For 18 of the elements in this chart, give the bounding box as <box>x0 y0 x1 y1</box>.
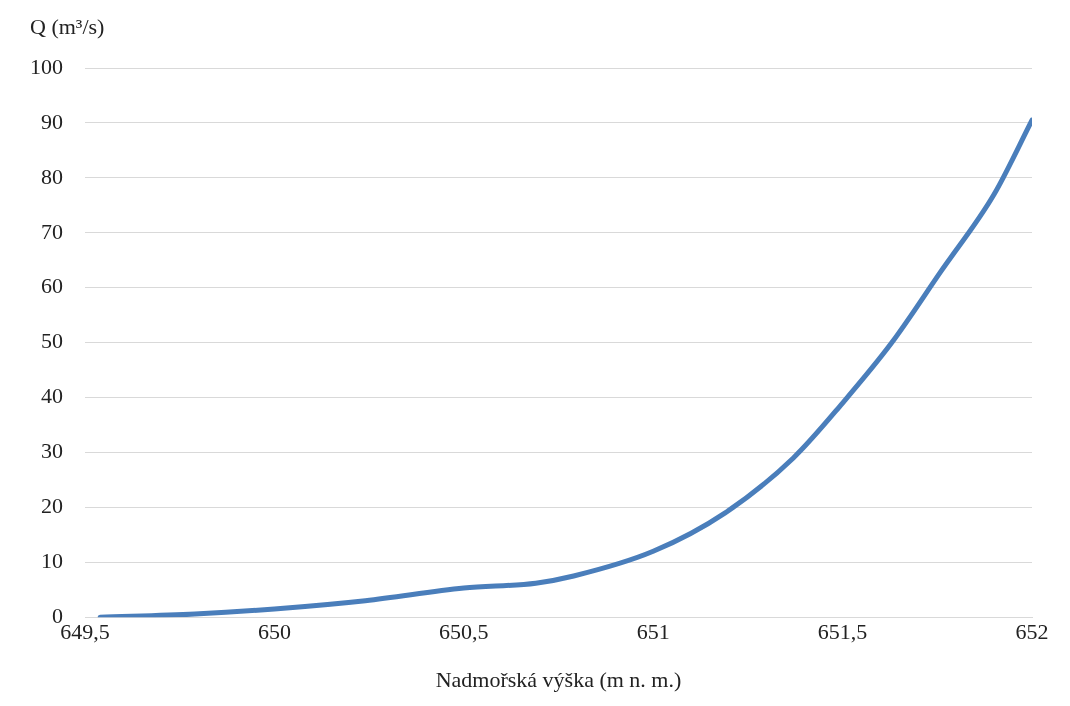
x-tick-label: 650 <box>257 619 291 645</box>
x-tick-label: 651,5 <box>817 619 868 645</box>
y-axis-title: Q (m³/s) <box>30 14 105 40</box>
y-tick-label: 40 <box>41 383 63 409</box>
x-tick-label: 651 <box>636 619 670 645</box>
y-tick-label: 20 <box>41 493 63 519</box>
y-tick-label: 70 <box>41 218 63 244</box>
x-axis-title: Nadmořská výška (m n. m.) <box>435 666 682 692</box>
y-tick-label: 50 <box>41 328 63 354</box>
y-tick-label: 80 <box>41 163 63 189</box>
y-tick-label: 60 <box>41 273 63 299</box>
x-tick-label: 652 <box>1015 619 1049 645</box>
y-tick-label: 30 <box>41 438 63 464</box>
x-tick-label: 650,5 <box>439 619 489 645</box>
y-tick-label: 0 <box>52 602 63 628</box>
y-tick-label: 100 <box>30 53 63 79</box>
y-tick-label: 10 <box>41 548 63 574</box>
y-tick-label: 90 <box>41 108 63 134</box>
